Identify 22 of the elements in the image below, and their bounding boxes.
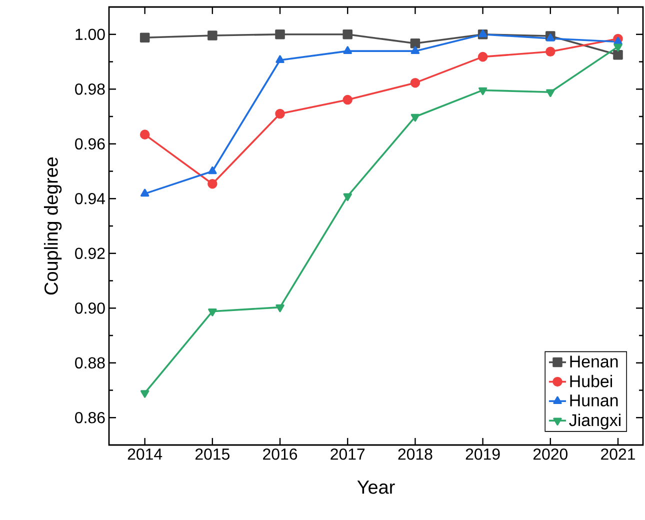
y-tick-label: 0.96 xyxy=(75,138,105,150)
y-tick-label: 0.86 xyxy=(75,412,105,424)
y-tick-label: 0.98 xyxy=(75,83,105,95)
x-tick-label: 2018 xyxy=(398,448,432,460)
x-tick-label: 2017 xyxy=(330,448,365,460)
y-tick-label: 0.88 xyxy=(75,357,105,369)
y-tick-label: 0.94 xyxy=(75,192,106,204)
x-tick-label: 2020 xyxy=(533,448,568,460)
y-axis-title: Coupling degree xyxy=(44,157,62,295)
legend-label: Hubei xyxy=(570,374,612,388)
y-tick-label: 0.92 xyxy=(75,248,105,260)
legend-label: Jiangxi xyxy=(569,414,620,430)
x-axis-title: Year xyxy=(357,480,395,494)
legend-label: Hunan xyxy=(570,394,618,406)
x-tick-label: 2015 xyxy=(195,448,230,460)
x-tick-label: 2014 xyxy=(128,448,162,460)
legend-label: Henan xyxy=(570,356,618,368)
x-tick-label: 2016 xyxy=(263,448,298,460)
x-tick-label: 2019 xyxy=(466,448,500,460)
x-tick-label: 2021 xyxy=(601,448,635,460)
y-tick-label: 1.00 xyxy=(76,28,105,40)
y-tick-label: 0.90 xyxy=(75,302,105,314)
